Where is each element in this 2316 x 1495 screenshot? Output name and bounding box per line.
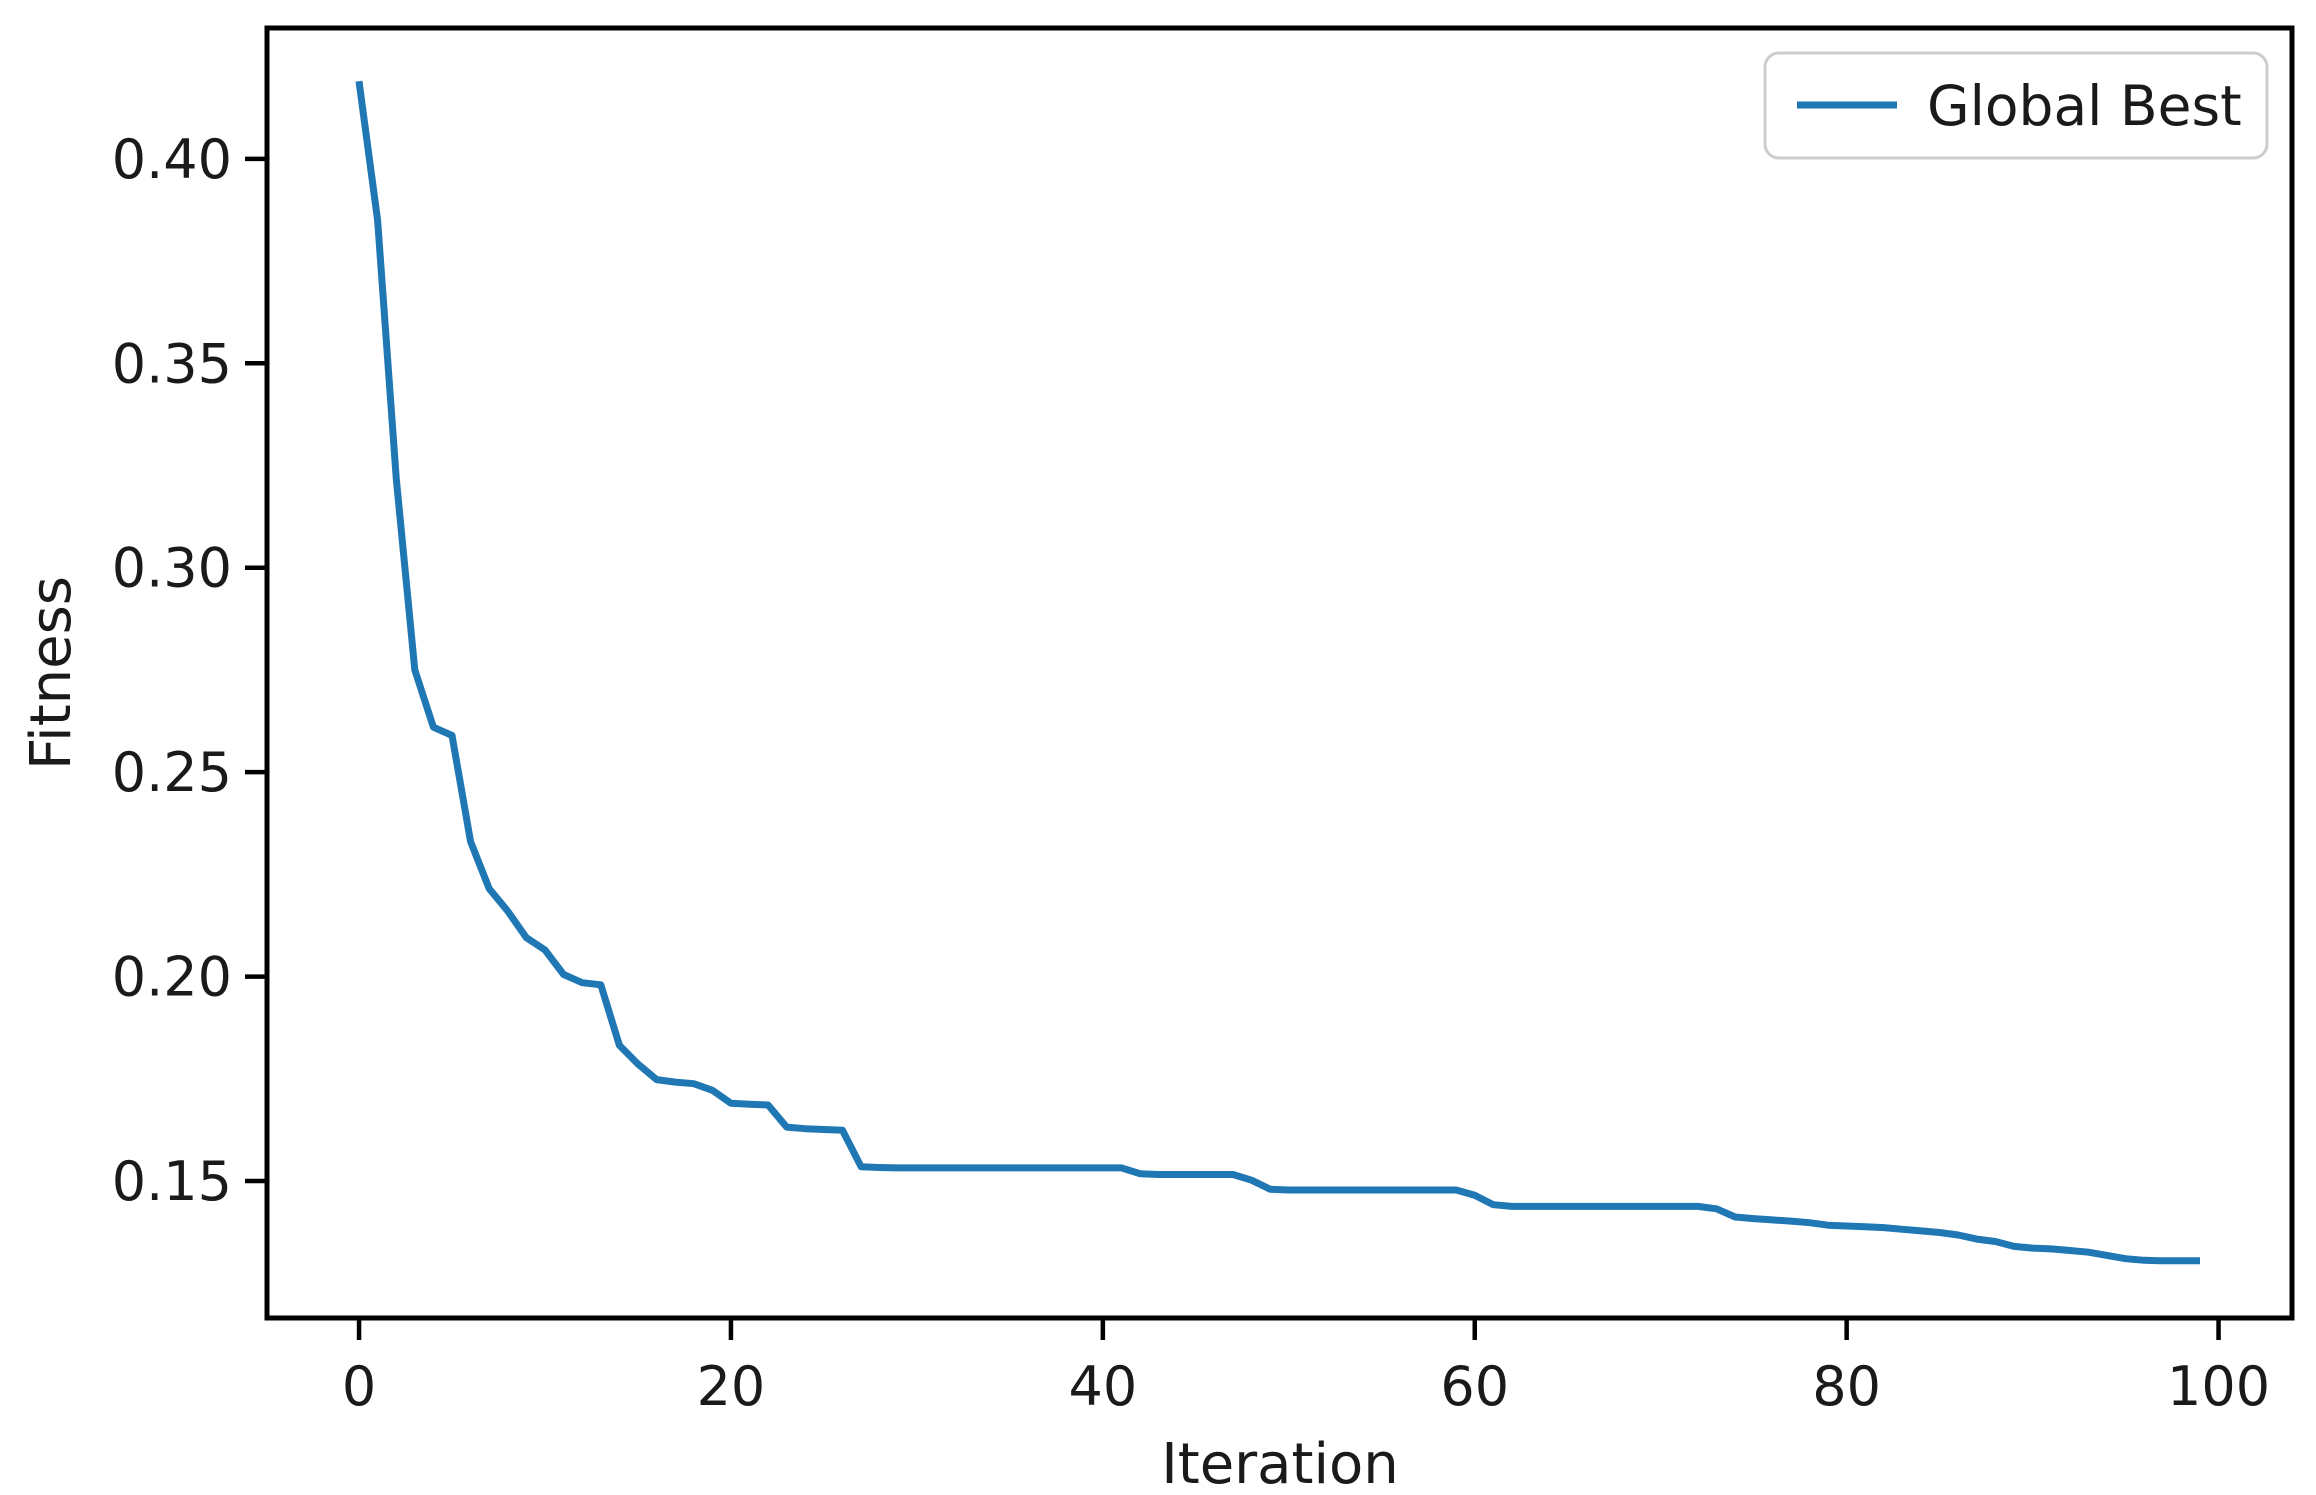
plot-area-spines [264,25,2295,1321]
x-axis-ticks: 0 20 40 60 80 100 [342,1318,2270,1418]
x-tick-label: 40 [1068,1355,1137,1418]
legend: Global Best [1763,51,2269,160]
y-tick-label: 0.15 [112,1150,232,1213]
x-tick-label: 0 [342,1355,376,1418]
x-axis-label: Iteration [1161,1432,1399,1495]
x-tick-label: 20 [697,1355,766,1418]
y-tick-label: 0.25 [112,741,232,804]
y-tick-label: 0.35 [112,332,232,395]
y-axis-label: Fitness [19,576,84,770]
y-tick-label: 0.40 [112,128,232,191]
y-tick-label: 0.20 [112,946,232,1009]
global-best-line [355,80,2200,1265]
x-tick-label: 60 [1440,1355,1509,1418]
x-tick-label: 80 [1812,1355,1881,1418]
x-tick-label: 100 [2167,1355,2270,1418]
legend-label: Global Best [1927,74,2242,138]
y-tick-label: 0.30 [112,537,232,600]
legend-box [1763,51,2269,160]
y-axis-ticks: 0.15 0.20 0.25 0.30 0.35 0.40 [112,128,267,1213]
